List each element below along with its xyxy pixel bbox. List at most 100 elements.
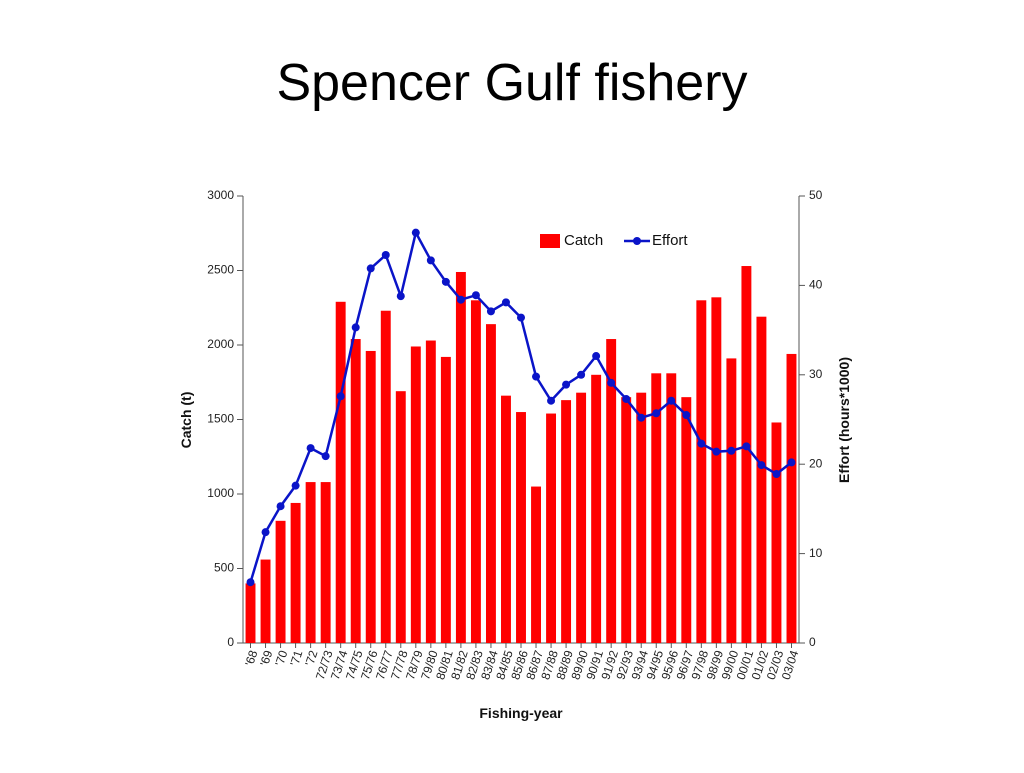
point	[321, 452, 330, 461]
y-tick-label: 2000	[207, 337, 234, 351]
point	[261, 528, 270, 537]
point	[456, 295, 465, 304]
y2-tick-label: 30	[809, 367, 823, 381]
bar	[350, 339, 361, 643]
y-tick-label: 0	[227, 635, 234, 649]
bar	[260, 559, 271, 643]
bar	[275, 520, 286, 643]
bar	[516, 412, 526, 643]
bar	[576, 392, 587, 643]
x-axis-label: Fishing-year	[479, 705, 563, 721]
bar	[410, 346, 421, 643]
point	[291, 481, 300, 490]
bar	[771, 422, 782, 643]
point	[426, 256, 435, 265]
bar	[470, 300, 481, 643]
bar	[546, 413, 557, 643]
bar	[741, 266, 752, 643]
point	[547, 396, 556, 405]
bar	[485, 324, 496, 643]
legend-label: Catch	[564, 232, 603, 249]
point	[306, 444, 315, 453]
point	[276, 502, 285, 511]
bar	[756, 316, 767, 643]
y2-axis-label: Effort (hours*1000)	[836, 357, 852, 483]
point	[622, 394, 631, 403]
point	[667, 396, 676, 405]
point	[727, 446, 736, 455]
bar	[380, 310, 391, 643]
point	[562, 380, 571, 389]
bar	[651, 373, 662, 643]
y2-tick-label: 0	[809, 635, 816, 649]
chart-title: Spencer Gulf fishery	[276, 54, 747, 112]
y-tick-label: 2500	[207, 263, 234, 277]
bar	[455, 271, 466, 643]
point	[501, 298, 510, 307]
y-tick-label: 1500	[207, 412, 234, 426]
bar	[561, 400, 572, 643]
bar	[786, 353, 797, 643]
y2-tick-label: 40	[809, 278, 823, 292]
point	[682, 411, 691, 420]
legend-swatch	[633, 237, 641, 245]
point	[577, 370, 586, 379]
bar	[591, 374, 602, 643]
bar	[365, 350, 376, 643]
point	[381, 251, 390, 260]
y-tick-label: 1000	[207, 486, 234, 500]
bar	[711, 297, 722, 643]
point	[697, 439, 706, 448]
x-tick-label: '68	[242, 648, 260, 668]
point	[757, 461, 766, 470]
point	[592, 352, 601, 361]
point	[637, 413, 646, 422]
y-tick-label: 3000	[207, 188, 234, 202]
point	[366, 264, 375, 273]
bar	[320, 482, 331, 643]
y-tick-label: 500	[214, 561, 234, 575]
bar	[681, 397, 692, 643]
point	[772, 470, 781, 479]
point	[471, 291, 480, 300]
point	[607, 378, 616, 387]
bar	[636, 392, 647, 643]
point	[517, 313, 525, 322]
x-tick-label: '71	[287, 648, 305, 668]
bar	[666, 373, 677, 643]
point	[532, 372, 541, 381]
y2-tick-label: 10	[809, 546, 823, 560]
bar	[425, 340, 436, 643]
y2-tick-label: 50	[809, 188, 823, 202]
bar	[696, 300, 707, 643]
point	[787, 458, 796, 467]
bar	[440, 356, 451, 643]
point	[396, 292, 405, 301]
point	[336, 392, 345, 401]
legend-label: Effort	[652, 232, 688, 249]
bar	[621, 397, 632, 643]
y2-tick-label: 20	[809, 456, 823, 470]
y-axis-label: Catch (t)	[178, 392, 194, 449]
bar	[335, 301, 346, 643]
bar	[531, 486, 541, 643]
point	[652, 409, 661, 418]
point	[441, 277, 450, 286]
point	[712, 447, 721, 456]
point	[742, 442, 751, 451]
bar	[290, 502, 301, 643]
point	[246, 578, 255, 587]
x-tick-label: '72	[302, 648, 320, 668]
bar	[395, 391, 406, 643]
x-tick-label: '69	[257, 648, 275, 668]
x-tick-label: '70	[272, 648, 290, 668]
point	[351, 323, 360, 332]
bar	[305, 482, 316, 643]
bar	[606, 339, 617, 643]
legend-swatch	[540, 234, 560, 248]
bar	[245, 583, 256, 643]
bar	[501, 395, 511, 643]
point	[411, 228, 420, 237]
bar	[726, 358, 737, 643]
